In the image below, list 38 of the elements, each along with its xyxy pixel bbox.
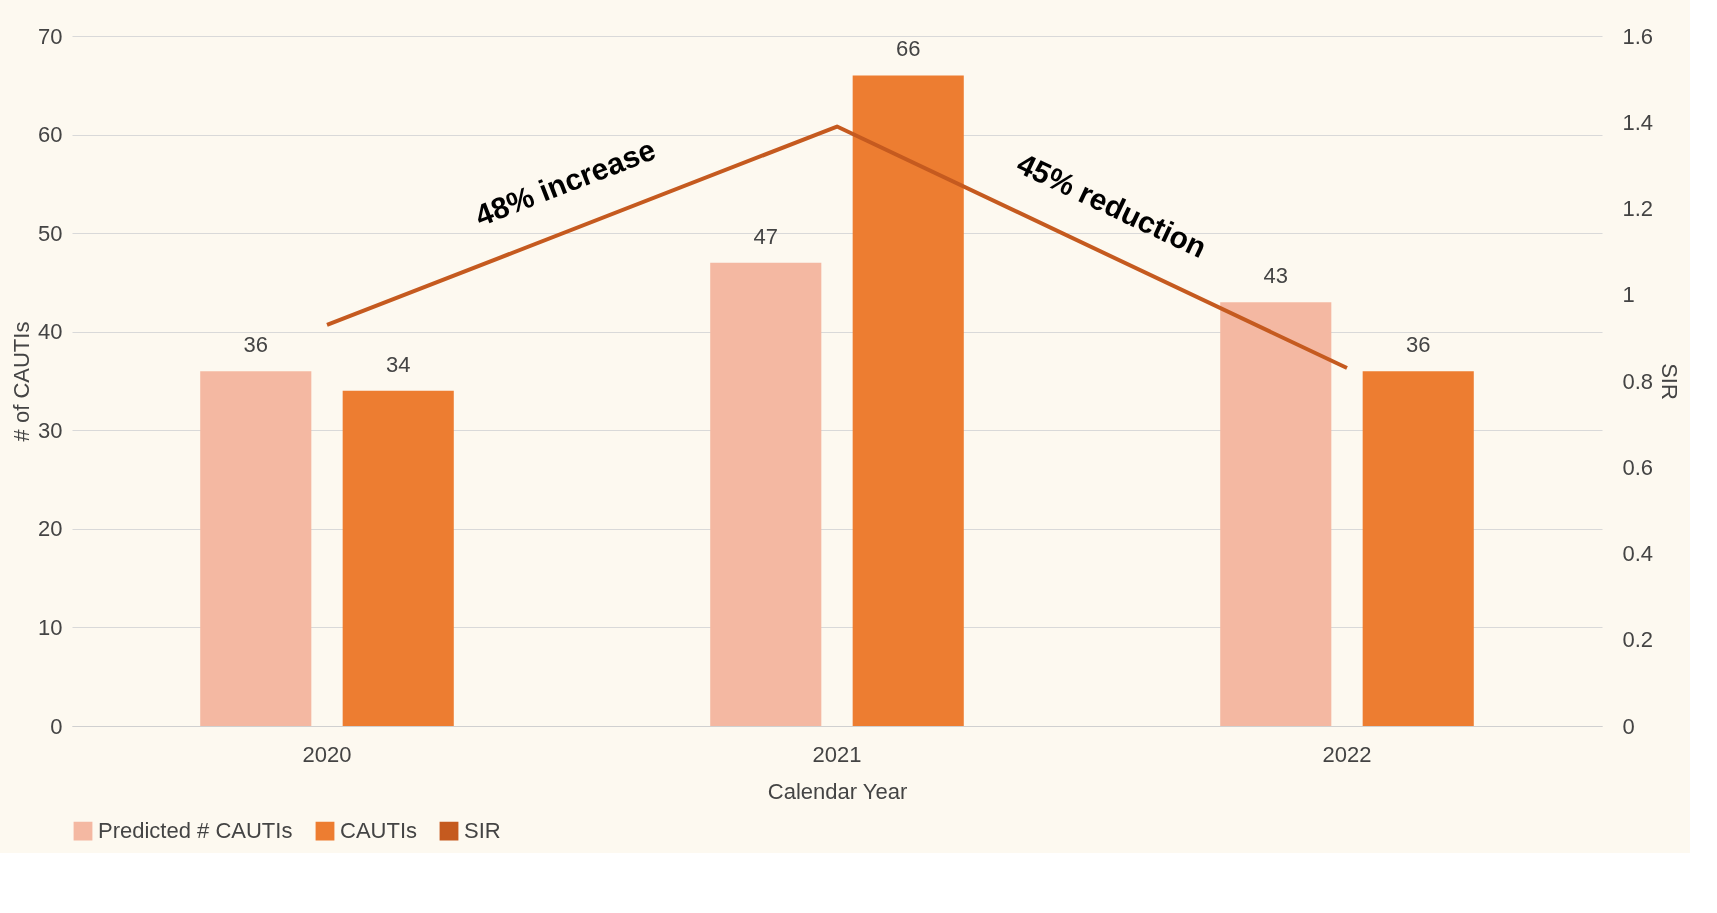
legend-label: SIR [464,818,501,844]
legend-label: CAUTIs [340,818,417,844]
y2-tick-label: 1.6 [1622,23,1654,49]
x-tick-label: 2020 [302,741,352,767]
y2-tick-label: 0.2 [1622,627,1654,653]
y2-tick-label: 1.4 [1622,109,1654,135]
y-tick-label: 60 [38,122,63,148]
data-label: 43 [1263,263,1289,289]
bar [200,371,312,726]
data-label: 47 [753,223,779,249]
y2-tick-label: 1.2 [1622,196,1654,221]
x-tick-label: 2022 [1322,741,1372,767]
data-label: 66 [895,36,921,62]
y2-tick-label: 0.6 [1622,454,1654,480]
data-label: 34 [385,351,411,377]
y2-tick-label: 0.8 [1622,368,1654,394]
y-tick-label: 50 [38,220,63,246]
y-tick-label: 20 [38,516,63,542]
bar [1362,371,1474,726]
data-label: 36 [243,332,269,358]
bar [852,75,964,726]
y-tick-label: 10 [38,614,63,640]
y2-axis-title: SIR [1657,363,1683,400]
y-tick-label: 30 [38,417,63,443]
y2-tick-label: 1 [1622,282,1635,308]
data-label: 36 [1405,332,1431,358]
legend-label: Predicted # CAUTIs [98,818,293,844]
y2-tick-label: 0 [1622,713,1635,739]
bar [710,262,822,726]
x-tick-label: 2021 [812,741,862,767]
y-tick-label: 40 [38,319,63,345]
y-tick-label: 0 [50,713,63,739]
bar [342,390,454,726]
x-axis-title: Calendar Year [767,778,908,804]
y-tick-label: 70 [38,23,63,49]
y2-tick-label: 0.4 [1622,541,1654,566]
y-axis-title: # of CAUTIs [9,321,35,442]
bar [1220,302,1332,726]
